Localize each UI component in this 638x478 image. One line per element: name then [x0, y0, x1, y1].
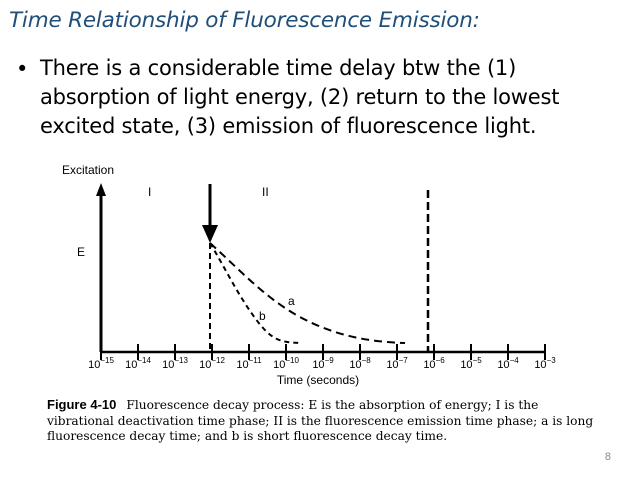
x-tick-label: 10−6 [423, 356, 445, 371]
x-tick-label: 10−4 [497, 356, 519, 371]
x-tick-labels: 10−15 10−14 10−13 10−12 10−11 10−10 10−9 10−8 10… [88, 356, 556, 371]
bullet-line-3: excited state, (3) emission of fluoresce… [40, 114, 537, 138]
curve-label-a: a [288, 294, 295, 308]
x-tick-label: 10−8 [349, 356, 371, 371]
x-tick-label: 10−10 [273, 356, 299, 371]
x-axis-label: Time (seconds) [277, 373, 359, 387]
x-tick-label: 10−3 [534, 356, 556, 371]
phase-label-ii: II [262, 185, 269, 199]
x-tick-label: 10−12 [199, 356, 225, 371]
x-tick-label: 10−9 [312, 356, 334, 371]
slide-title: Time Relationship of Fluorescence Emissi… [9, 8, 480, 33]
x-tick-label: 10−15 [88, 356, 114, 371]
excitation-arrow-head [202, 225, 218, 243]
caption-label: Figure 4-10 [47, 397, 117, 412]
x-tick-label: 10−14 [125, 356, 151, 371]
bullet-line-2: absorption of light energy, (2) return t… [40, 85, 560, 109]
x-tick-label: 10−13 [162, 356, 188, 371]
curve-label-b: b [259, 309, 266, 323]
x-tick-label: 10−11 [236, 356, 262, 371]
x-tick-label: 10−7 [386, 356, 408, 371]
y-axis-arrowhead [96, 183, 106, 196]
bullet-line-1: There is a considerable time delay btw t… [40, 56, 517, 80]
phase-label-i: I [148, 185, 151, 199]
figure-caption: Figure 4-10 Fluorescence decay process: E… [47, 397, 607, 445]
energy-label: E [77, 245, 85, 259]
decay-curve-b [209, 242, 301, 344]
page-number: 8 [604, 451, 611, 463]
x-tick-marks [100, 344, 546, 360]
x-tick-label: 10−5 [460, 356, 482, 371]
bullet-marker: • [16, 57, 29, 81]
caption-text: Fluorescence decay process: E is the abs… [47, 398, 594, 443]
y-axis-label: Excitation [62, 163, 114, 177]
